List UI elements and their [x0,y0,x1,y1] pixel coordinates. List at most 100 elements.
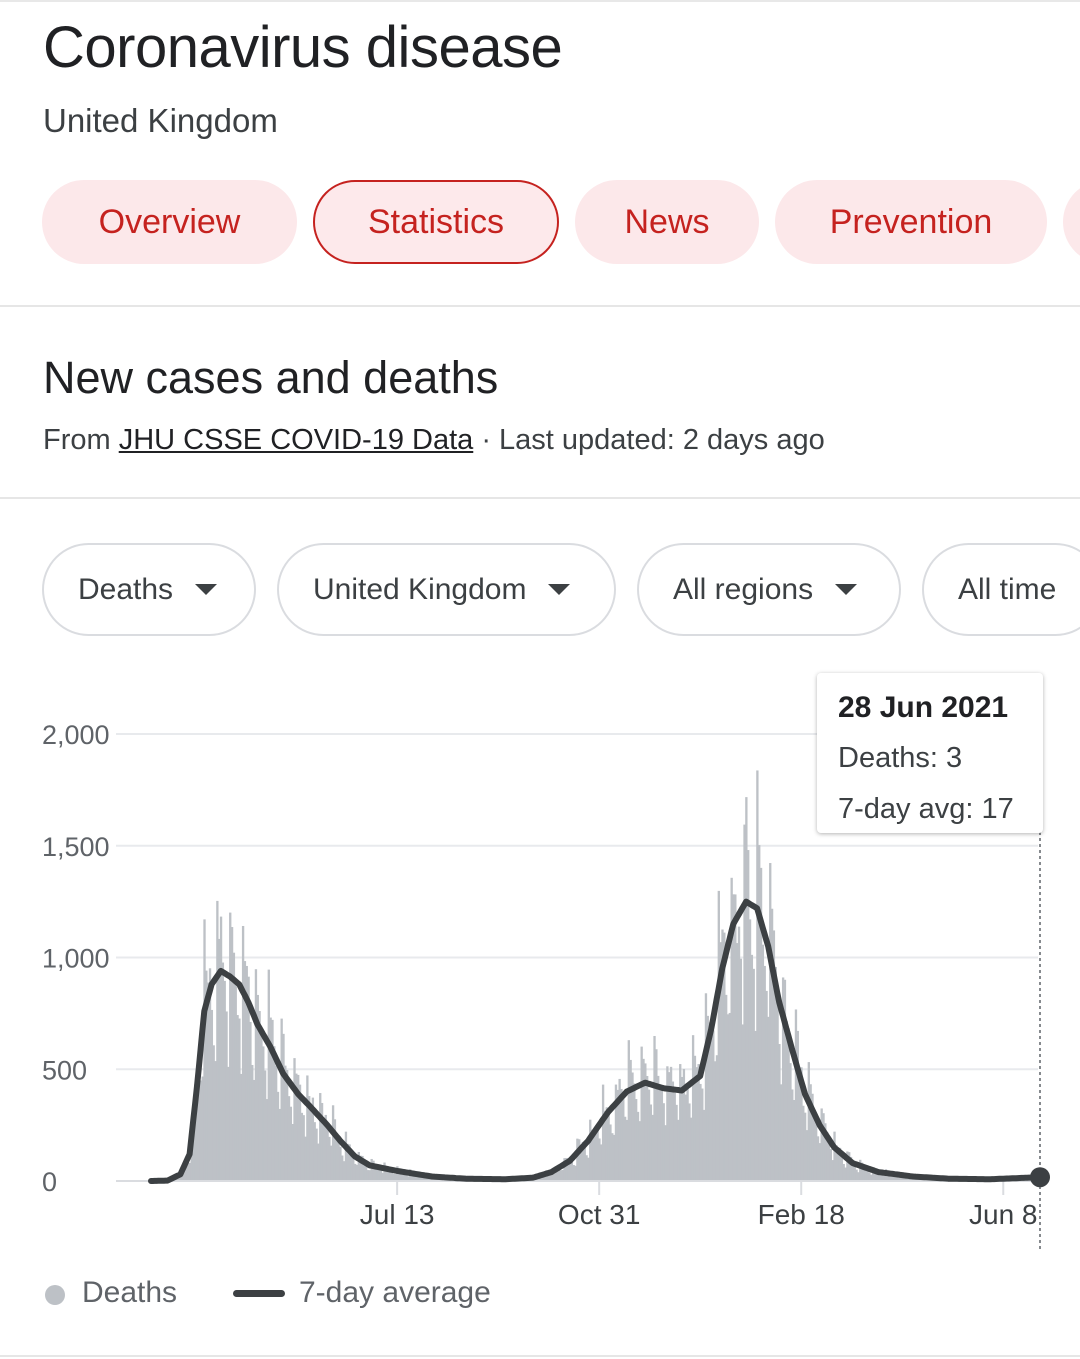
deaths-bar [333,1119,337,1181]
deaths-bar [739,958,743,1181]
time-range-dropdown[interactable]: All time [922,543,1080,636]
deaths-bar [893,1175,897,1181]
metric-dropdown[interactable]: Deaths [42,543,256,636]
deaths-bar [875,1169,878,1181]
deaths-bar [706,1015,709,1181]
deaths-bar [662,1103,665,1181]
deaths-bar [219,916,223,1181]
deaths-bar [359,1155,362,1181]
caret-down-icon [195,584,218,595]
region-dropdown-label: All regions [673,572,814,606]
tooltip-average: 7-day avg: 17 [838,793,1014,825]
deaths-bar [721,929,724,1181]
deaths-chart[interactable]: 0 500 1,000 1,500 2,000 Jul 13 Oct 31 Feb 18 Jun… [0,660,1080,1250]
tab-news[interactable]: News [575,180,759,264]
deaths-bar [684,1094,687,1181]
legend-deaths-label: Deaths [82,1276,178,1309]
deaths-bar [669,1066,673,1181]
tab-prevention[interactable]: Prevention [775,180,1047,264]
tab-more-partial[interactable] [1063,180,1080,264]
deaths-bar [300,1112,304,1181]
deaths-bar [691,1035,695,1181]
deaths-bar [348,1144,351,1181]
deaths-bar [324,1114,327,1181]
deaths-bar [205,970,208,1181]
time-range-label: All time [958,572,1057,606]
country-dropdown[interactable]: United Kingdom [277,543,616,636]
deaths-bar [736,943,739,1181]
deaths-bar [770,908,774,1181]
deaths-bar [262,1046,265,1181]
tab-statistics[interactable]: Statistics [313,180,559,264]
deaths-bar [308,1096,311,1181]
deaths-bar [265,1099,269,1181]
deaths-bar [882,1175,886,1181]
deaths-bar [664,1125,667,1181]
deaths-bar [374,1166,377,1181]
deaths-bar [798,1068,801,1181]
deaths-bar [734,894,737,1181]
deaths-bar [743,824,746,1181]
deaths-bar [868,1172,871,1181]
deaths-bar [651,1114,654,1181]
deaths-bar [892,1174,895,1181]
deaths-bar [695,1067,698,1181]
deaths-bar [552,1169,555,1181]
deaths-bar [712,1030,715,1181]
section-title: New cases and deaths [43,352,499,403]
deaths-bar [761,944,765,1181]
deaths-bar [809,1084,812,1181]
deaths-bar [221,962,225,1181]
deaths-bar [203,919,206,1181]
deaths-bar [399,1170,403,1181]
deaths-bar [585,1155,588,1181]
deaths-bar [420,1176,423,1181]
deaths-bar [328,1136,331,1181]
deaths-bar [247,976,250,1181]
deaths-bar [655,1049,658,1181]
deaths-bar [611,1133,614,1181]
deaths-bar [293,1058,296,1181]
deaths-bar [690,1117,693,1181]
deaths-bar [225,1011,228,1181]
deaths-bar [732,894,735,1181]
deaths-bar [792,1099,796,1181]
deaths-bar [822,1113,825,1181]
deaths-bar [241,925,245,1181]
deaths-bar [677,1119,680,1181]
deaths-bar [590,1129,594,1181]
y-tick-label: 500 [42,1055,87,1085]
deaths-bar [363,1163,366,1181]
deaths-bar [679,1064,682,1181]
region-dropdown[interactable]: All regions [637,543,901,636]
deaths-bar [412,1173,416,1181]
deaths-bar [759,867,763,1181]
deaths-bar [214,1061,217,1181]
deaths-bar [260,1033,263,1181]
deaths-bar [298,1084,302,1181]
deaths-bar [629,1059,632,1181]
deaths-bar [653,1035,656,1181]
seven-day-average-line [148,898,1043,1184]
deaths-bar [844,1167,847,1181]
deaths-bar [864,1167,867,1181]
deaths-bar [657,1075,660,1181]
deaths-bar [890,1172,893,1181]
divider [0,305,1080,307]
tab-overview[interactable]: Overview [42,180,297,264]
deaths-bar [724,994,728,1181]
deaths-bar [814,1116,818,1181]
deaths-bar [783,979,787,1181]
deaths-bar [758,845,761,1181]
x-tick-label: Oct 31 [558,1199,640,1230]
deaths-bar [824,1123,827,1181]
deaths-bar [881,1174,884,1181]
source-link[interactable]: JHU CSSE COVID-19 Data [118,424,474,456]
deaths-bar [339,1146,342,1181]
deaths-bar [278,1108,281,1181]
deaths-bar [313,1122,316,1181]
deaths-bar [230,927,234,1181]
deaths-bar [319,1093,322,1181]
deaths-bar [640,1046,643,1181]
deaths-bar [688,1103,691,1181]
